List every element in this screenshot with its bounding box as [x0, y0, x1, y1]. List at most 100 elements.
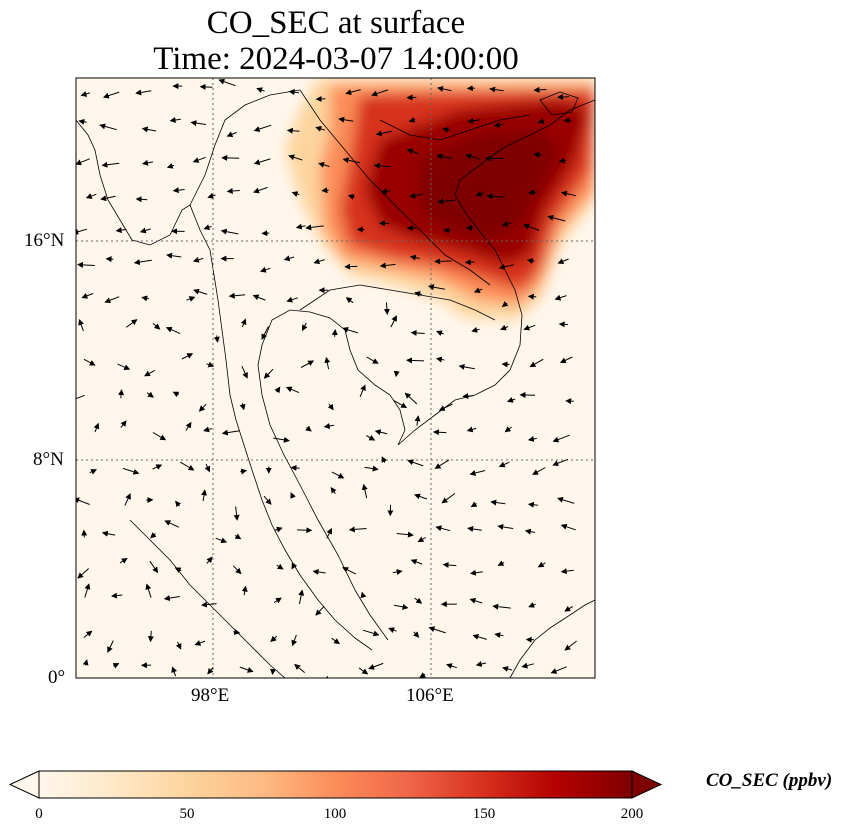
wind-arrow — [117, 363, 131, 370]
wind-arrow — [558, 321, 568, 328]
wind-arrow — [467, 526, 482, 532]
wind-arrow — [290, 492, 296, 499]
wind-arrow — [76, 228, 88, 235]
wind-arrow — [500, 324, 509, 331]
wind-arrow — [563, 117, 572, 124]
wind-arrow — [270, 635, 278, 642]
wind-arrow — [180, 461, 195, 471]
wind-arrow — [283, 255, 295, 262]
wind-arrow — [288, 154, 303, 161]
wind-arrow — [169, 117, 181, 123]
wind-arrow — [145, 583, 152, 598]
wind-arrow — [529, 358, 544, 368]
wind-arrow — [419, 672, 426, 678]
wind-arrow — [393, 370, 400, 378]
wind-arrow — [315, 126, 325, 132]
wind-arrow — [172, 187, 185, 194]
wind-arrow — [201, 601, 217, 608]
wind-arrow — [273, 436, 290, 443]
wind-arrow — [467, 117, 480, 124]
wind-arrow — [84, 583, 91, 598]
wind-arrow — [172, 391, 180, 398]
wind-arrow — [383, 302, 390, 315]
wind-arrow — [152, 432, 167, 441]
wind-arrow — [186, 296, 196, 302]
wind-arrow — [345, 89, 361, 96]
wind-arrow — [462, 393, 474, 400]
wind-arrow — [427, 284, 445, 291]
wind-arrow — [119, 557, 128, 564]
wind-arrow — [493, 121, 505, 128]
wind-arrow — [498, 263, 515, 270]
border-china-vietnam — [379, 114, 531, 141]
wind-arrow — [414, 597, 423, 604]
wind-arrow — [263, 495, 272, 505]
wind-arrow — [239, 666, 254, 673]
map-title-line1: CO_SEC at surface — [206, 5, 466, 41]
wind-arrow — [414, 291, 423, 297]
wind-arrow — [215, 537, 228, 544]
border-cambodia — [299, 284, 496, 321]
wind-arrow — [413, 631, 420, 638]
wind-arrow — [441, 492, 456, 504]
wind-arrow — [301, 322, 308, 332]
wind-arrow — [166, 162, 175, 169]
wind-arrow — [527, 293, 537, 300]
wind-arrow — [77, 261, 95, 268]
wind-arrow — [305, 224, 324, 231]
wind-arrow — [435, 356, 445, 363]
wind-arrow — [270, 668, 276, 676]
wind-arrow — [417, 536, 426, 543]
wind-arrow — [232, 565, 242, 575]
wind-arrow — [469, 470, 486, 476]
wind-arrow — [501, 220, 512, 227]
wind-arrow — [414, 493, 428, 500]
colorbar-outline — [38, 770, 633, 799]
coastline-malay-peninsula-west — [261, 499, 373, 651]
wind-arrow — [285, 386, 300, 394]
wind-arrow — [552, 458, 569, 467]
colorbar-label: CO_SEC (ppbv) — [706, 770, 833, 791]
wind-arrow — [558, 157, 566, 164]
wind-arrow — [504, 426, 512, 433]
wind-arrow — [434, 459, 450, 469]
wind-arrow — [318, 161, 330, 168]
wind-arrow — [437, 86, 452, 92]
wind-arrow — [342, 567, 357, 575]
wind-arrow — [410, 559, 423, 565]
wind-arrow — [475, 190, 485, 197]
wind-arrow — [407, 459, 424, 467]
wind-arrow — [373, 162, 391, 169]
wind-arrow — [527, 436, 537, 442]
wind-arrow — [528, 189, 537, 196]
wind-arrow — [273, 597, 282, 604]
wind-arrow — [432, 429, 447, 436]
wind-arrow — [345, 297, 354, 304]
wind-arrow — [78, 318, 84, 332]
wind-arrow — [120, 420, 127, 428]
wind-arrow — [241, 585, 248, 596]
wind-arrow — [218, 78, 236, 87]
wind-arrow — [392, 569, 403, 575]
coastline-borneo — [509, 599, 595, 678]
wind-arrow — [76, 158, 90, 166]
wind-arrow — [240, 318, 247, 328]
wind-arrow — [220, 228, 239, 235]
wind-arrow — [552, 434, 570, 443]
wind-arrow — [524, 528, 535, 535]
map-title-line2: Time: 2024-03-07 14:00:00 — [153, 41, 519, 77]
wind-arrow — [174, 567, 182, 573]
wind-arrow — [501, 301, 509, 308]
wind-arrow — [274, 386, 281, 394]
wind-arrow — [107, 640, 114, 653]
wind-arrow — [206, 556, 213, 564]
wind-arrow — [144, 369, 156, 377]
wind-arrow — [99, 123, 117, 131]
wind-arrow — [472, 633, 487, 640]
wind-arrow — [537, 561, 546, 568]
wind-arrow — [366, 356, 379, 364]
wind-arrow — [379, 262, 396, 269]
wind-arrow — [560, 523, 576, 531]
coastline-sumatra — [129, 519, 286, 678]
wind-arrow — [294, 663, 306, 673]
